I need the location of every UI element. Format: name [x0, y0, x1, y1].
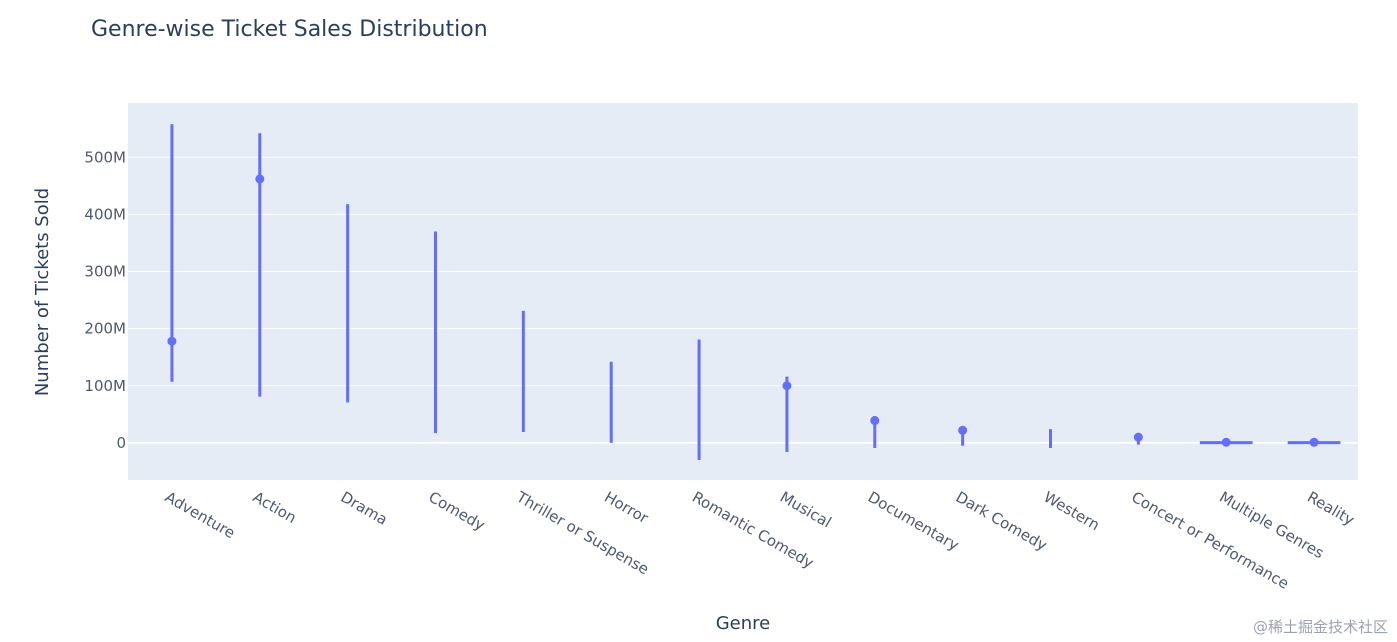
- y-tick-label: 500M: [84, 148, 126, 166]
- data-point: [1309, 437, 1319, 447]
- x-tick-label: Concert or Performance: [1128, 488, 1292, 593]
- x-tick-label: Musical: [777, 488, 835, 532]
- grid-lines: [128, 156, 1358, 444]
- data-points: [167, 174, 1319, 447]
- x-tick-label: Comedy: [426, 488, 489, 535]
- x-axis-title: Genre: [716, 613, 771, 634]
- data-point: [1133, 432, 1143, 442]
- x-tick-label: Reality: [1304, 488, 1358, 529]
- x-tick-label: Action: [250, 488, 300, 527]
- x-tick-label: Western: [1041, 488, 1103, 534]
- data-point: [1221, 437, 1231, 447]
- data-point: [782, 381, 792, 391]
- chart-title: Genre-wise Ticket Sales Distribution: [91, 17, 488, 42]
- x-tick-label: Documentary: [865, 488, 962, 555]
- x-tick-label: Horror: [601, 488, 652, 528]
- watermark: @稀土掘金技术社区: [1253, 618, 1388, 636]
- y-tick-label: 200M: [84, 320, 126, 338]
- data-point: [255, 174, 265, 184]
- y-tick-label: 100M: [84, 377, 126, 395]
- y-axis-title: Number of Tickets Sold: [32, 188, 53, 396]
- x-tick-labels: Adventure Action Drama Comedy Thriller or Su…: [162, 487, 1358, 592]
- y-tick-label: 400M: [84, 205, 126, 223]
- x-tick-label: Drama: [338, 488, 391, 529]
- x-tick-label: Adventure: [162, 488, 238, 542]
- data-point: [167, 336, 177, 346]
- x-tick-label: Dark Comedy: [953, 488, 1051, 555]
- y-tick-label: 300M: [84, 263, 126, 281]
- y-tick-label: 0: [116, 434, 126, 452]
- data-point: [958, 425, 968, 435]
- plot-background: [128, 103, 1358, 480]
- data-point: [870, 416, 880, 426]
- y-tick-labels: 0 100M 200M 300M 400M 500M: [84, 148, 126, 452]
